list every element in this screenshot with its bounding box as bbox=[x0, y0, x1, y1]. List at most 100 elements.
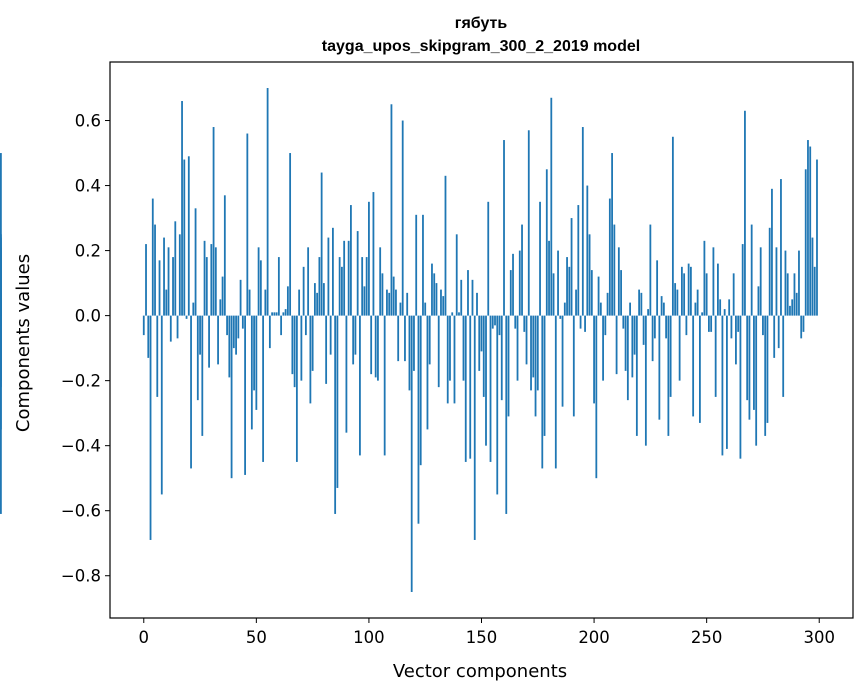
bar-component-34 bbox=[219, 299, 222, 316]
bar-component-219 bbox=[635, 315, 638, 436]
bar-component-17 bbox=[181, 101, 183, 316]
bar-component-160 bbox=[503, 140, 505, 316]
chart-title: гябуть bbox=[455, 15, 508, 32]
bar-component-278 bbox=[768, 227, 771, 316]
bar-component-6 bbox=[156, 315, 159, 397]
bar-component-200 bbox=[593, 315, 595, 404]
bar-component-246 bbox=[696, 289, 699, 316]
bar-component-67 bbox=[293, 315, 296, 388]
bar-component-127 bbox=[428, 315, 431, 365]
bar-component-197 bbox=[586, 185, 589, 316]
bar-component-undefined bbox=[0, 315, 2, 514]
bar-component-156 bbox=[494, 315, 496, 326]
bar-component-97 bbox=[361, 257, 364, 316]
bar-component-272 bbox=[755, 315, 758, 446]
bar-component-222 bbox=[642, 315, 645, 345]
bar-component-208 bbox=[611, 153, 613, 316]
bar-component-259 bbox=[726, 315, 728, 449]
bar-component-31 bbox=[212, 127, 215, 316]
bar-component-170 bbox=[525, 315, 528, 365]
bar-component-164 bbox=[512, 253, 514, 316]
bar-component-27 bbox=[203, 240, 206, 316]
y-tick-label: 0.0 bbox=[75, 307, 101, 326]
bar-component-201 bbox=[595, 315, 598, 479]
bar-component-63 bbox=[284, 309, 287, 316]
bar-component-187 bbox=[563, 302, 566, 316]
bar-component-35 bbox=[221, 276, 224, 316]
bar-component-38 bbox=[228, 315, 231, 378]
x-axis-ticks: 0 50 100 150 200 250 300 bbox=[139, 618, 835, 647]
bar-component-65 bbox=[289, 153, 292, 316]
bar-component-104 bbox=[377, 315, 379, 381]
bar-component-42 bbox=[237, 315, 240, 339]
bar-component-236 bbox=[674, 283, 677, 316]
bar-component-112 bbox=[395, 289, 397, 316]
x-tick-label: 150 bbox=[466, 628, 498, 647]
bar-component-136 bbox=[449, 315, 451, 381]
bar-component-21 bbox=[190, 315, 192, 469]
bar-component-2 bbox=[147, 315, 150, 358]
bar-component-107 bbox=[383, 315, 386, 456]
bar-component-28 bbox=[205, 257, 208, 316]
bar-component-191 bbox=[572, 315, 575, 417]
bar-component-169 bbox=[523, 315, 526, 332]
bar-component-182 bbox=[552, 273, 555, 316]
bar-component-132 bbox=[440, 289, 442, 316]
bar-component-78 bbox=[318, 257, 321, 316]
bar-component-198 bbox=[588, 234, 591, 316]
bar-component-16 bbox=[178, 234, 181, 316]
bar-component-84 bbox=[332, 227, 334, 316]
bar-component-33 bbox=[217, 315, 219, 365]
bar-component-71 bbox=[302, 266, 305, 316]
bar-component-298 bbox=[813, 266, 816, 316]
bar-component-264 bbox=[737, 315, 740, 332]
bar-component-253 bbox=[712, 247, 715, 316]
bar-component-167 bbox=[518, 250, 521, 316]
bar-component-252 bbox=[710, 315, 713, 332]
bar-component-194 bbox=[579, 315, 582, 329]
bar-component-188 bbox=[566, 257, 568, 316]
bar-component-157 bbox=[496, 315, 499, 495]
bar-component-88 bbox=[341, 266, 343, 316]
bar-component-217 bbox=[631, 315, 634, 378]
bar-component-20 bbox=[187, 156, 190, 316]
bar-component-101 bbox=[370, 315, 373, 375]
bar-component-209 bbox=[613, 224, 616, 316]
bar-component-137 bbox=[451, 312, 454, 316]
bar-component-85 bbox=[334, 315, 337, 514]
bar-component-291 bbox=[798, 250, 800, 316]
bar-component-151 bbox=[482, 315, 485, 397]
bar-component-89 bbox=[343, 240, 346, 316]
bar-component-117 bbox=[406, 292, 409, 316]
bar-component-214 bbox=[624, 315, 627, 371]
x-tick-label: 250 bbox=[691, 628, 723, 647]
bar-component-199 bbox=[590, 270, 593, 316]
bar-component-110 bbox=[390, 104, 393, 316]
bar-component-283 bbox=[780, 179, 782, 316]
bar-component-266 bbox=[741, 244, 744, 316]
bar-component-36 bbox=[223, 195, 226, 316]
bar-component-221 bbox=[640, 292, 643, 316]
bar-component-261 bbox=[730, 315, 733, 339]
chart-subtitle: tayga_upos_skipgram_300_2_2019 model bbox=[322, 38, 640, 55]
bar-component-284 bbox=[782, 315, 785, 397]
bar-component-234 bbox=[669, 315, 672, 397]
bar-component-205 bbox=[604, 315, 607, 336]
bar-component-11 bbox=[167, 247, 170, 316]
bar-component-43 bbox=[239, 279, 242, 316]
bar-component-79 bbox=[320, 172, 323, 316]
bar-component-52 bbox=[259, 260, 262, 316]
bar-component-115 bbox=[401, 120, 404, 316]
bar-component-46 bbox=[246, 133, 249, 316]
bar-component-96 bbox=[359, 315, 361, 456]
bar-component-271 bbox=[753, 315, 755, 410]
bar-component-140 bbox=[458, 312, 460, 316]
bar-component-60 bbox=[277, 257, 280, 316]
bar-component-undefined bbox=[0, 234, 2, 316]
bar-component-293 bbox=[802, 315, 805, 332]
bar-component-39 bbox=[230, 315, 233, 479]
bar-component-114 bbox=[399, 302, 402, 316]
bar-component-274 bbox=[759, 247, 762, 316]
